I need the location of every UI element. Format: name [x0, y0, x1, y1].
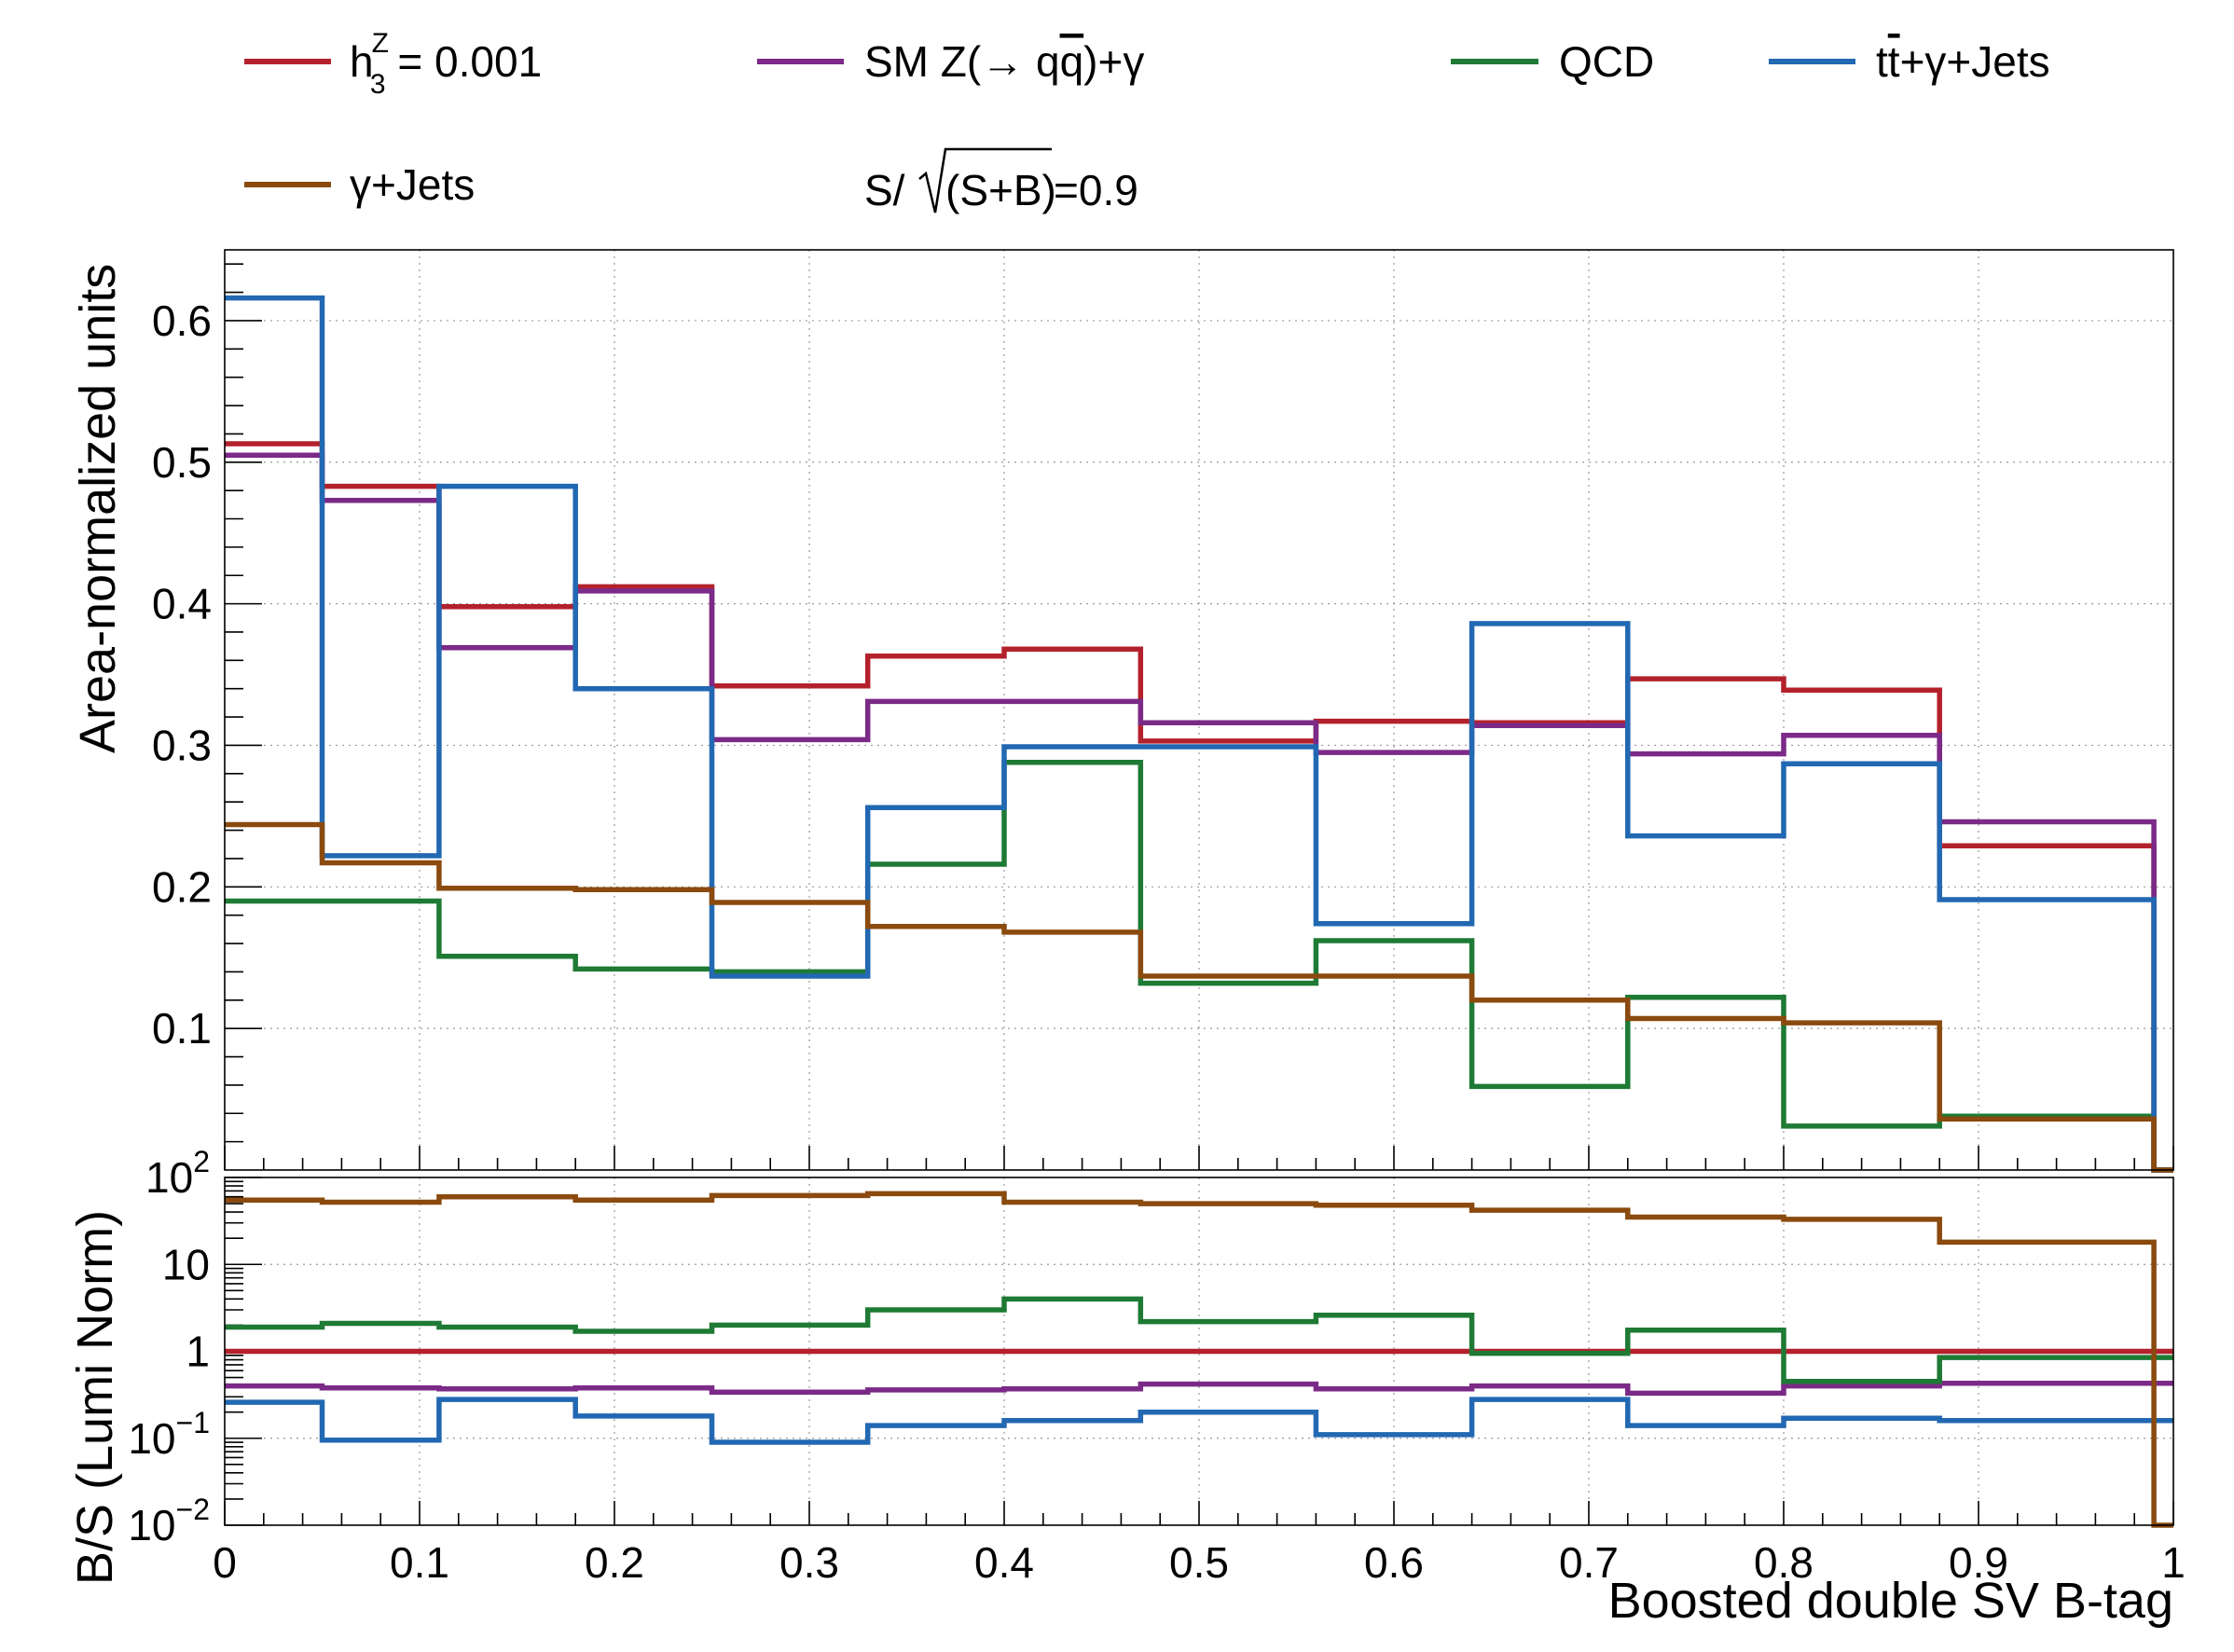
main-panel: 0.1 0.2 0.3 0.4 0.5 0.6 Area-normalized units: [70, 249, 2174, 1173]
significance-label: S/ (S+B) =0.9: [864, 147, 1138, 214]
legend-label-ttbar: tt+γ+Jets: [1876, 37, 2050, 86]
ratio-y-tick-label: 102: [145, 1145, 210, 1202]
significance-radicand: (S+B): [945, 166, 1056, 214]
ratio-y-axis-label: B/S (Lumi Norm): [67, 1210, 123, 1585]
main-series-smz: [225, 452, 2173, 1173]
main-series-qcd: [225, 759, 2173, 1173]
legend-entry-sm-z: SM Z(→ qq)+γ: [757, 37, 1144, 86]
ratio-y-tick-label: 10−1: [128, 1406, 210, 1463]
legend: hZ 3 = 0.001 SM Z(→ qq)+γ QCD tt+γ+Jets γ…: [244, 28, 2050, 214]
ratio-y-tick-label: 10: [162, 1240, 210, 1288]
x-tick-label: 0.7: [1559, 1538, 1619, 1587]
x-tick-label: 0.9: [1949, 1538, 2008, 1587]
main-series-tt: [225, 295, 2173, 1173]
ratio-series-tt: [225, 1397, 2173, 1445]
legend-label-qcd: QCD: [1559, 37, 1654, 86]
ratio-frame: [224, 1177, 2174, 1526]
legend-entry-signal: hZ 3 = 0.001: [244, 28, 542, 100]
ratio-series-qcd: [225, 1296, 2173, 1384]
ratio-series-smz: [225, 1380, 2173, 1397]
x-tick-label: 0.1: [390, 1538, 449, 1587]
x-tick-label: 0: [213, 1538, 237, 1587]
legend-label-gamma-jets: γ+Jets: [350, 160, 475, 209]
significance-prefix: S/: [864, 166, 905, 214]
legend-label-signal: hZ 3 = 0.001: [350, 28, 542, 100]
significance-suffix: =0.9: [1054, 166, 1138, 214]
x-tick-label: 0.8: [1754, 1538, 1813, 1587]
legend-entry-gamma-jets: γ+Jets: [244, 160, 475, 209]
y-tick-label: 0.6: [152, 296, 212, 345]
x-tick-label: 0.5: [1169, 1538, 1229, 1587]
x-tick-label: 1: [2161, 1538, 2186, 1587]
main-y-axis-label: Area-normalized units: [70, 264, 126, 753]
ratio-ticks: 0 0.1 0.2 0.3 0.4 0.5 0.6 0.7 0.8 0.9 1 102 10 1 10−1 1…: [128, 1145, 2185, 1587]
ratio-y-tick-label: 1: [186, 1328, 210, 1376]
legend-entry-qcd: QCD: [1451, 37, 1654, 86]
x-tick-label: 0.3: [779, 1538, 839, 1587]
ratio-series: [225, 1191, 2173, 1528]
x-tick-label: 0.6: [1364, 1538, 1424, 1587]
sqrt-sign: [918, 147, 1052, 213]
ratio-series-gj: [225, 1191, 2173, 1528]
legend-entry-ttbar: tt+γ+Jets: [1769, 37, 2050, 86]
y-tick-label: 0.2: [152, 862, 212, 911]
legend-label-sm-z: SM Z(→ qq)+γ: [864, 37, 1144, 86]
main-grid: [225, 250, 2173, 1170]
main-series-gj: [225, 821, 2173, 1173]
y-tick-label: 0.3: [152, 721, 212, 769]
main-frame: [224, 249, 2174, 1171]
main-series-sig: [225, 441, 2173, 1173]
y-tick-label: 0.5: [152, 438, 212, 487]
y-tick-label: 0.4: [152, 580, 212, 628]
main-series: [225, 295, 2173, 1173]
main-ticks: 0.1 0.2 0.3 0.4 0.5 0.6: [152, 263, 2174, 1170]
y-tick-label: 0.1: [152, 1004, 212, 1053]
x-tick-label: 0.4: [974, 1538, 1034, 1587]
x-tick-label: 0.2: [585, 1538, 644, 1587]
ratio-panel: 0 0.1 0.2 0.3 0.4 0.5 0.6 0.7 0.8 0.9 1 102 10 1 10−1 1…: [67, 1145, 2186, 1629]
x-axis-label: Boosted double SV B-tag: [1608, 1573, 2173, 1629]
ratio-y-tick-label: 10−2: [128, 1493, 210, 1549]
